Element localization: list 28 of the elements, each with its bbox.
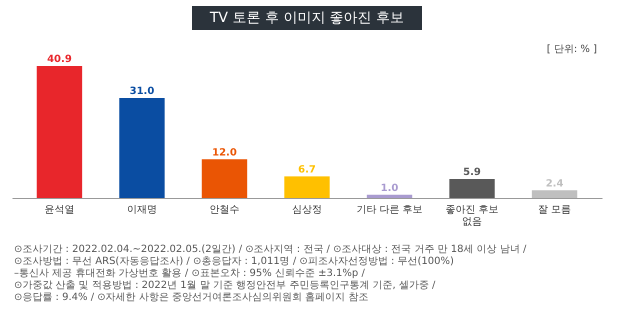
x-tick-label: 좋아진 후보 없음 — [445, 204, 499, 228]
bar — [36, 66, 82, 198]
data-label: 31.0 — [130, 86, 154, 97]
bar — [284, 176, 330, 198]
data-label: 12.0 — [212, 147, 237, 158]
data-label: 6.7 — [298, 164, 316, 176]
data-label: 1.0 — [380, 182, 398, 194]
text: ⊙조사기간 : 2022.02.04.~2022.02.05.(2일간) / ⊙조사지역 : 전국 / ⊙조사대상 : 전국 거주 만 18세 이상 남녀 / — [14, 244, 527, 255]
text: ⊙응답률 : 9.4% / ⊙자세한 사항은 중앙선거여론조사심의위원회 홈페이지 참조 — [14, 292, 368, 303]
x-tick-label: 심상정 — [292, 204, 322, 216]
text: ⊙가중값 산출 및 적용방법 : 2022년 1월 말 기준 행정안전부 주민등록인구통계 기준, 셀가중 / — [14, 280, 436, 291]
text: [ 단위: % ] — [546, 44, 598, 55]
x-tick-label: 잘 모름 — [538, 204, 572, 216]
chart-title: TV 토론 후 이미지 좋아진 후보 — [208, 10, 404, 26]
bar — [119, 98, 165, 198]
data-label: 5.9 — [463, 166, 481, 178]
data-label: 40.9 — [47, 54, 72, 65]
text: ⊙조사방법 : 무선 ARS(자동응답조사) / ⊙총응답자 : 1,011명 / ⊙피조사자선정방법 : 무선(100%) — [14, 256, 454, 267]
x-tick-label: 윤석열 — [44, 204, 74, 216]
x-tick-label: 안철수 — [209, 204, 240, 216]
x-tick-label: 기타 다른 후보 — [356, 204, 423, 216]
text: –통신사 제공 휴대전화 가상번호 활용 / ⊙표본오차 : 95% 신뢰수준 ±3.1%p / — [14, 268, 366, 279]
bar — [449, 178, 495, 198]
bar — [202, 159, 248, 198]
bar — [532, 190, 578, 198]
bar — [366, 194, 412, 198]
data-label: 2.4 — [546, 178, 564, 190]
x-tick-label: 이재명 — [126, 204, 157, 216]
